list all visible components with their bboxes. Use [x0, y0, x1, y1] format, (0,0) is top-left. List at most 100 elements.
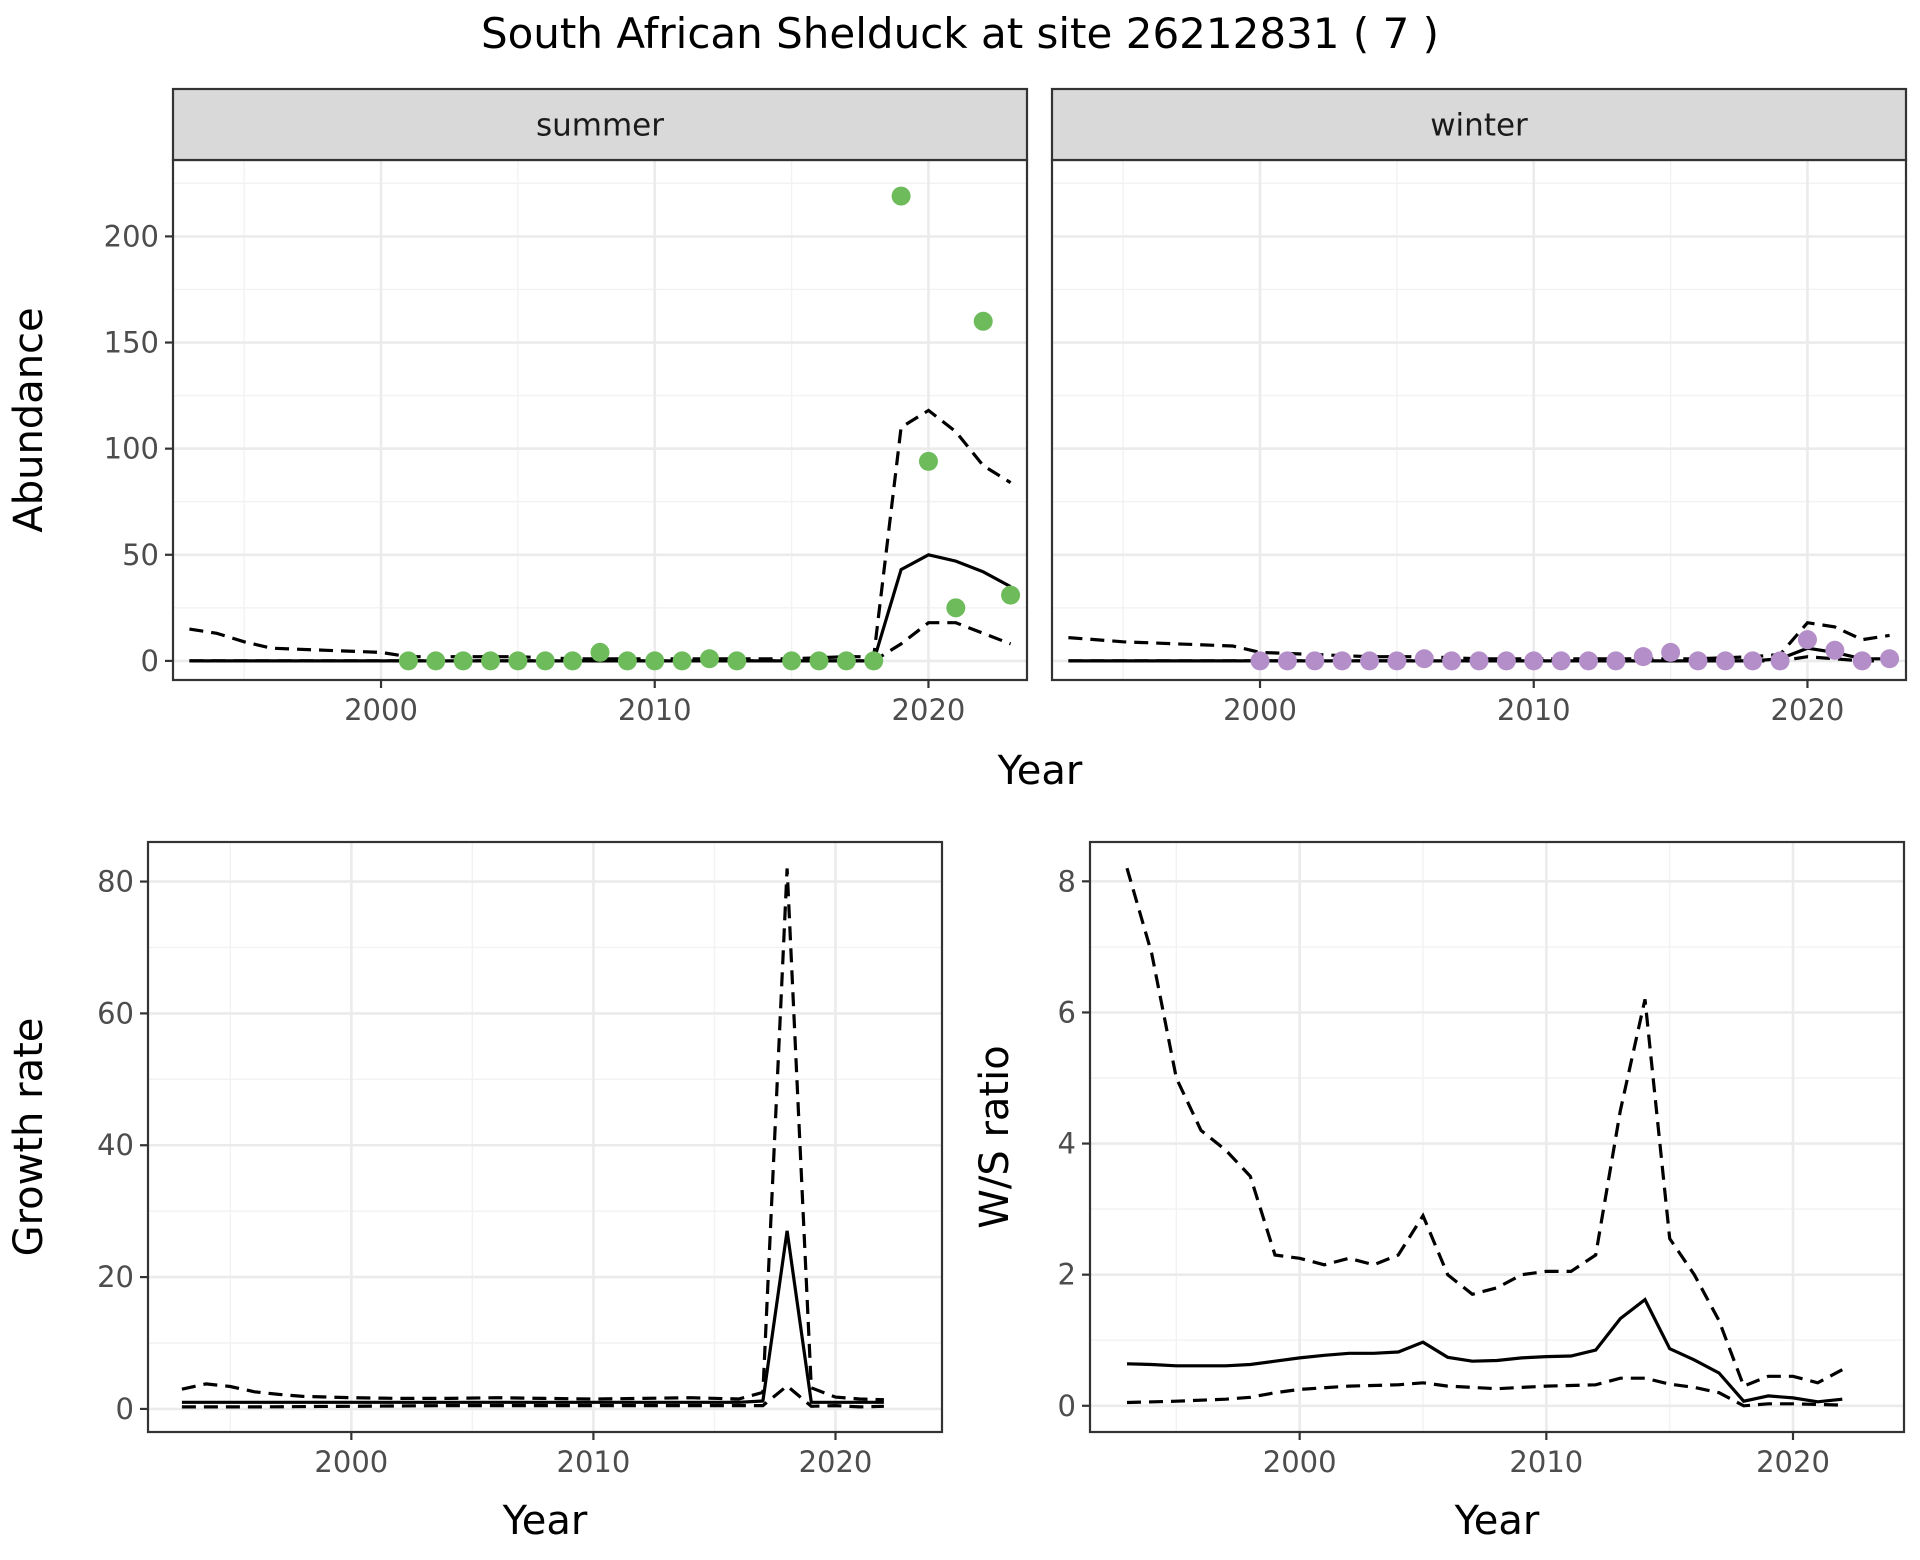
- x-axis-title-facets: Year: [997, 748, 1083, 794]
- data-point: [1661, 642, 1681, 662]
- data-point: [1578, 651, 1598, 671]
- data-point: [1688, 651, 1708, 671]
- data-point: [864, 651, 884, 671]
- series-upper-line: [1125, 867, 1844, 1389]
- data-point: [1524, 651, 1544, 671]
- x-axis-title: Year: [1454, 1498, 1540, 1544]
- panel-ratio: 2000 2010 2020 0 2 4 6 8 W/S ratio Year: [972, 840, 1906, 1544]
- data-point: [426, 651, 446, 671]
- facet-strip: [1050, 87, 1908, 162]
- x-tick-label: 2020: [1771, 693, 1845, 727]
- data-point: [398, 651, 418, 671]
- data-point: [1250, 651, 1270, 671]
- data-point: [1852, 651, 1872, 671]
- y-tick-label: 80: [97, 865, 134, 899]
- data-point: [1797, 630, 1817, 650]
- data-point: [535, 651, 555, 671]
- y-tick-label: 20: [97, 1260, 134, 1294]
- data-point: [891, 186, 911, 206]
- data-point: [946, 598, 966, 618]
- figure-title: South African Shelduck at site 26212831 …: [481, 9, 1439, 58]
- data-point: [1715, 651, 1735, 671]
- data-point: [508, 651, 528, 671]
- y-tick-label: 6: [1058, 995, 1076, 1029]
- x-tick-label: 2010: [557, 1445, 631, 1479]
- data-point: [1001, 585, 1021, 605]
- facet-strip-label: summer: [536, 108, 664, 144]
- x-tick-label: 2000: [314, 1445, 388, 1479]
- data-point: [617, 651, 637, 671]
- x-tick-label: 2020: [1756, 1445, 1830, 1479]
- data-point: [1825, 640, 1845, 660]
- data-point: [1360, 651, 1380, 671]
- panel-growth: 2000 2010 2020 0 20 40 60 80 Growth rate Year: [6, 840, 944, 1544]
- y-tick-label: 8: [1058, 864, 1076, 898]
- series-estimate-line: [181, 1230, 884, 1404]
- data-point: [1743, 651, 1763, 671]
- data-point: [672, 651, 692, 671]
- data-point: [1442, 651, 1462, 671]
- series-estimate-line: [1126, 1297, 1843, 1404]
- series-upper-line: [181, 868, 884, 1402]
- x-tick-label: 2010: [1497, 693, 1571, 727]
- facet-strip-label: winter: [1430, 108, 1528, 144]
- panel-border: [171, 158, 1029, 682]
- panel-winter: winter 2000 2010 2020: [1050, 87, 1908, 727]
- y-tick-label: 0: [116, 1392, 134, 1426]
- data-point: [727, 651, 747, 671]
- data-point: [481, 651, 501, 671]
- x-tick-label: 2020: [892, 693, 966, 727]
- x-tick-label: 2020: [799, 1445, 873, 1479]
- x-tick-label: 2000: [344, 693, 418, 727]
- x-tick-label: 2010: [1509, 1445, 1583, 1479]
- y-tick-label: 2: [1058, 1258, 1076, 1292]
- x-tick-label: 2000: [1263, 1445, 1337, 1479]
- data-point: [1387, 651, 1407, 671]
- data-point: [699, 649, 719, 669]
- y-axis-title: Growth rate: [6, 1018, 52, 1257]
- data-point: [1880, 649, 1900, 669]
- y-tick-label: 40: [97, 1128, 134, 1162]
- data-point: [1414, 649, 1434, 669]
- panel-border: [1088, 840, 1906, 1434]
- y-tick-label: 0: [1058, 1389, 1076, 1423]
- data-point: [809, 651, 829, 671]
- y-axis-title: Abundance: [6, 307, 52, 532]
- data-point: [1606, 651, 1626, 671]
- data-point: [645, 651, 665, 671]
- x-axis-title: Year: [502, 1498, 588, 1544]
- y-tick-label: 150: [104, 326, 159, 360]
- data-point: [1496, 651, 1516, 671]
- x-tick-label: 2010: [618, 693, 692, 727]
- panel-border: [1050, 158, 1908, 682]
- panel-border: [146, 840, 944, 1434]
- data-point: [1551, 651, 1571, 671]
- data-point: [1305, 651, 1325, 671]
- data-point: [1277, 651, 1297, 671]
- y-axis-title: W/S ratio: [972, 1045, 1018, 1228]
- y-tick-label: 0: [141, 644, 159, 678]
- y-tick-label: 4: [1058, 1127, 1076, 1161]
- data-point: [836, 651, 856, 671]
- data-point: [973, 311, 993, 331]
- x-tick-label: 2000: [1223, 693, 1297, 727]
- data-point: [453, 651, 473, 671]
- data-point: [1633, 647, 1653, 667]
- y-tick-label: 50: [122, 538, 159, 572]
- data-point: [590, 642, 610, 662]
- y-tick-label: 60: [97, 996, 134, 1030]
- y-tick-label: 100: [104, 432, 159, 466]
- series-lower-line: [181, 1383, 884, 1409]
- data-point: [1770, 651, 1790, 671]
- data-point: [1332, 651, 1352, 671]
- y-tick-label: 200: [104, 219, 159, 253]
- facet-strip: [171, 87, 1029, 162]
- series-lower-line: [1126, 1376, 1843, 1408]
- data-point: [918, 451, 938, 471]
- data-point: [1469, 651, 1489, 671]
- data-point: [563, 651, 583, 671]
- data-point: [782, 651, 802, 671]
- panel-summer: summer 2000 2010 2020 0 50 100 150 200 Abundance: [6, 87, 1029, 727]
